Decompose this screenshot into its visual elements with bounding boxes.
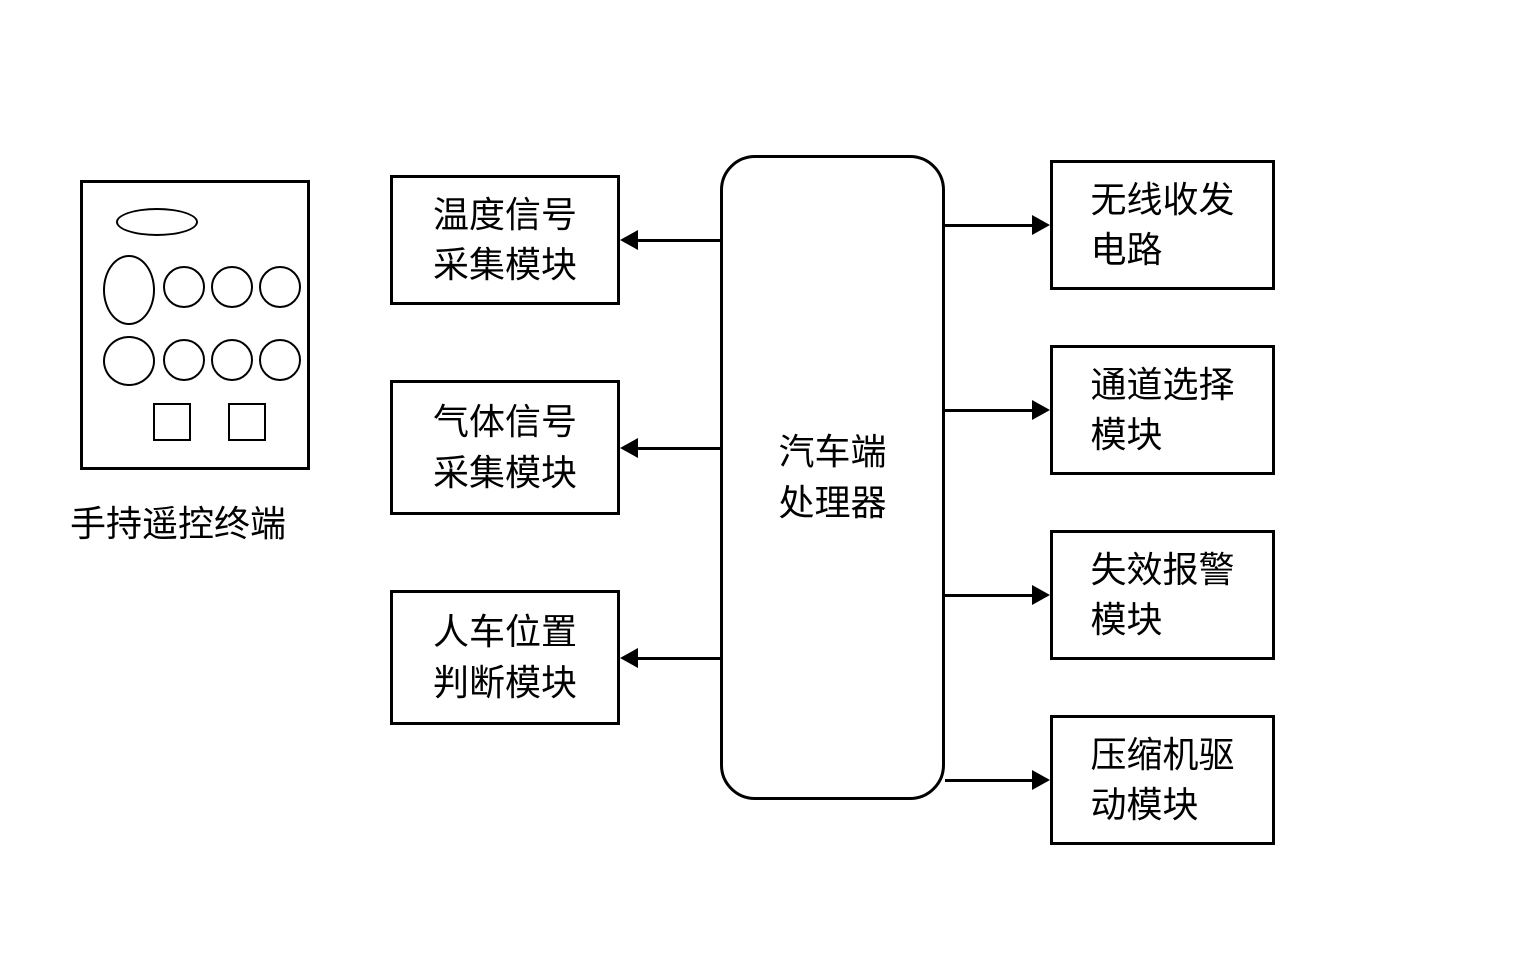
arrow-head-wireless — [1032, 215, 1050, 235]
remote-button-r2-3 — [259, 339, 301, 381]
arrow-head-gas — [620, 438, 638, 458]
gas-signal-module: 气体信号 采集模块 — [390, 380, 620, 515]
arrow-to-channel — [945, 409, 1035, 412]
arrow-head-temp — [620, 230, 638, 250]
wireless-circuit: 无线收发 电路 — [1050, 160, 1275, 290]
temp-signal-line1: 温度信号 — [433, 194, 577, 235]
remote-button-sq-2 — [228, 403, 266, 441]
channel-select-module: 通道选择 模块 — [1050, 345, 1275, 475]
remote-indicator-ellipse — [116, 208, 198, 236]
arrow-head-compressor — [1032, 770, 1050, 790]
position-judge-module: 人车位置 判断模块 — [390, 590, 620, 725]
alarm-line1: 失效报警 — [1090, 549, 1234, 590]
temp-signal-line2: 采集模块 — [433, 244, 577, 285]
arrow-head-position — [620, 648, 638, 668]
remote-terminal-box — [80, 180, 310, 470]
remote-button-r1-3 — [259, 266, 301, 308]
remote-terminal-label: 手持遥控终端 — [70, 495, 286, 547]
alarm-module: 失效报警 模块 — [1050, 530, 1275, 660]
compressor-line1: 压缩机驱 — [1090, 734, 1234, 775]
channel-line1: 通道选择 — [1090, 364, 1234, 405]
remote-button-r2-2 — [211, 339, 253, 381]
arrow-to-alarm — [945, 594, 1035, 597]
alarm-line2: 模块 — [1090, 599, 1162, 640]
channel-line2: 模块 — [1090, 414, 1162, 455]
system-block-diagram: 手持遥控终端 温度信号 采集模块 气体信号 采集模块 人车位置 判断模块 汽车端… — [0, 0, 1532, 960]
remote-button-big-2 — [103, 336, 155, 386]
gas-signal-line2: 采集模块 — [433, 452, 577, 493]
remote-button-r1-1 — [163, 266, 205, 308]
position-judge-line1: 人车位置 — [433, 611, 577, 652]
wireless-line2: 电路 — [1090, 229, 1162, 270]
arrow-to-temp — [635, 239, 720, 242]
position-judge-line2: 判断模块 — [433, 662, 577, 703]
gas-signal-line1: 气体信号 — [433, 401, 577, 442]
arrow-to-compressor — [945, 779, 1035, 782]
car-processor: 汽车端 处理器 — [720, 155, 945, 800]
arrow-to-gas — [635, 447, 720, 450]
arrow-head-alarm — [1032, 585, 1050, 605]
compressor-drive-module: 压缩机驱 动模块 — [1050, 715, 1275, 845]
remote-button-r1-2 — [211, 266, 253, 308]
arrow-head-channel — [1032, 400, 1050, 420]
arrow-to-wireless — [945, 224, 1035, 227]
remote-button-r2-1 — [163, 339, 205, 381]
remote-button-sq-1 — [153, 403, 191, 441]
wireless-line1: 无线收发 — [1090, 179, 1234, 220]
processor-line1: 汽车端 — [778, 431, 886, 472]
temp-signal-module: 温度信号 采集模块 — [390, 175, 620, 305]
compressor-line2: 动模块 — [1090, 784, 1198, 825]
processor-line2: 处理器 — [778, 482, 886, 523]
remote-button-big-1 — [103, 255, 155, 325]
arrow-to-position — [635, 657, 720, 660]
